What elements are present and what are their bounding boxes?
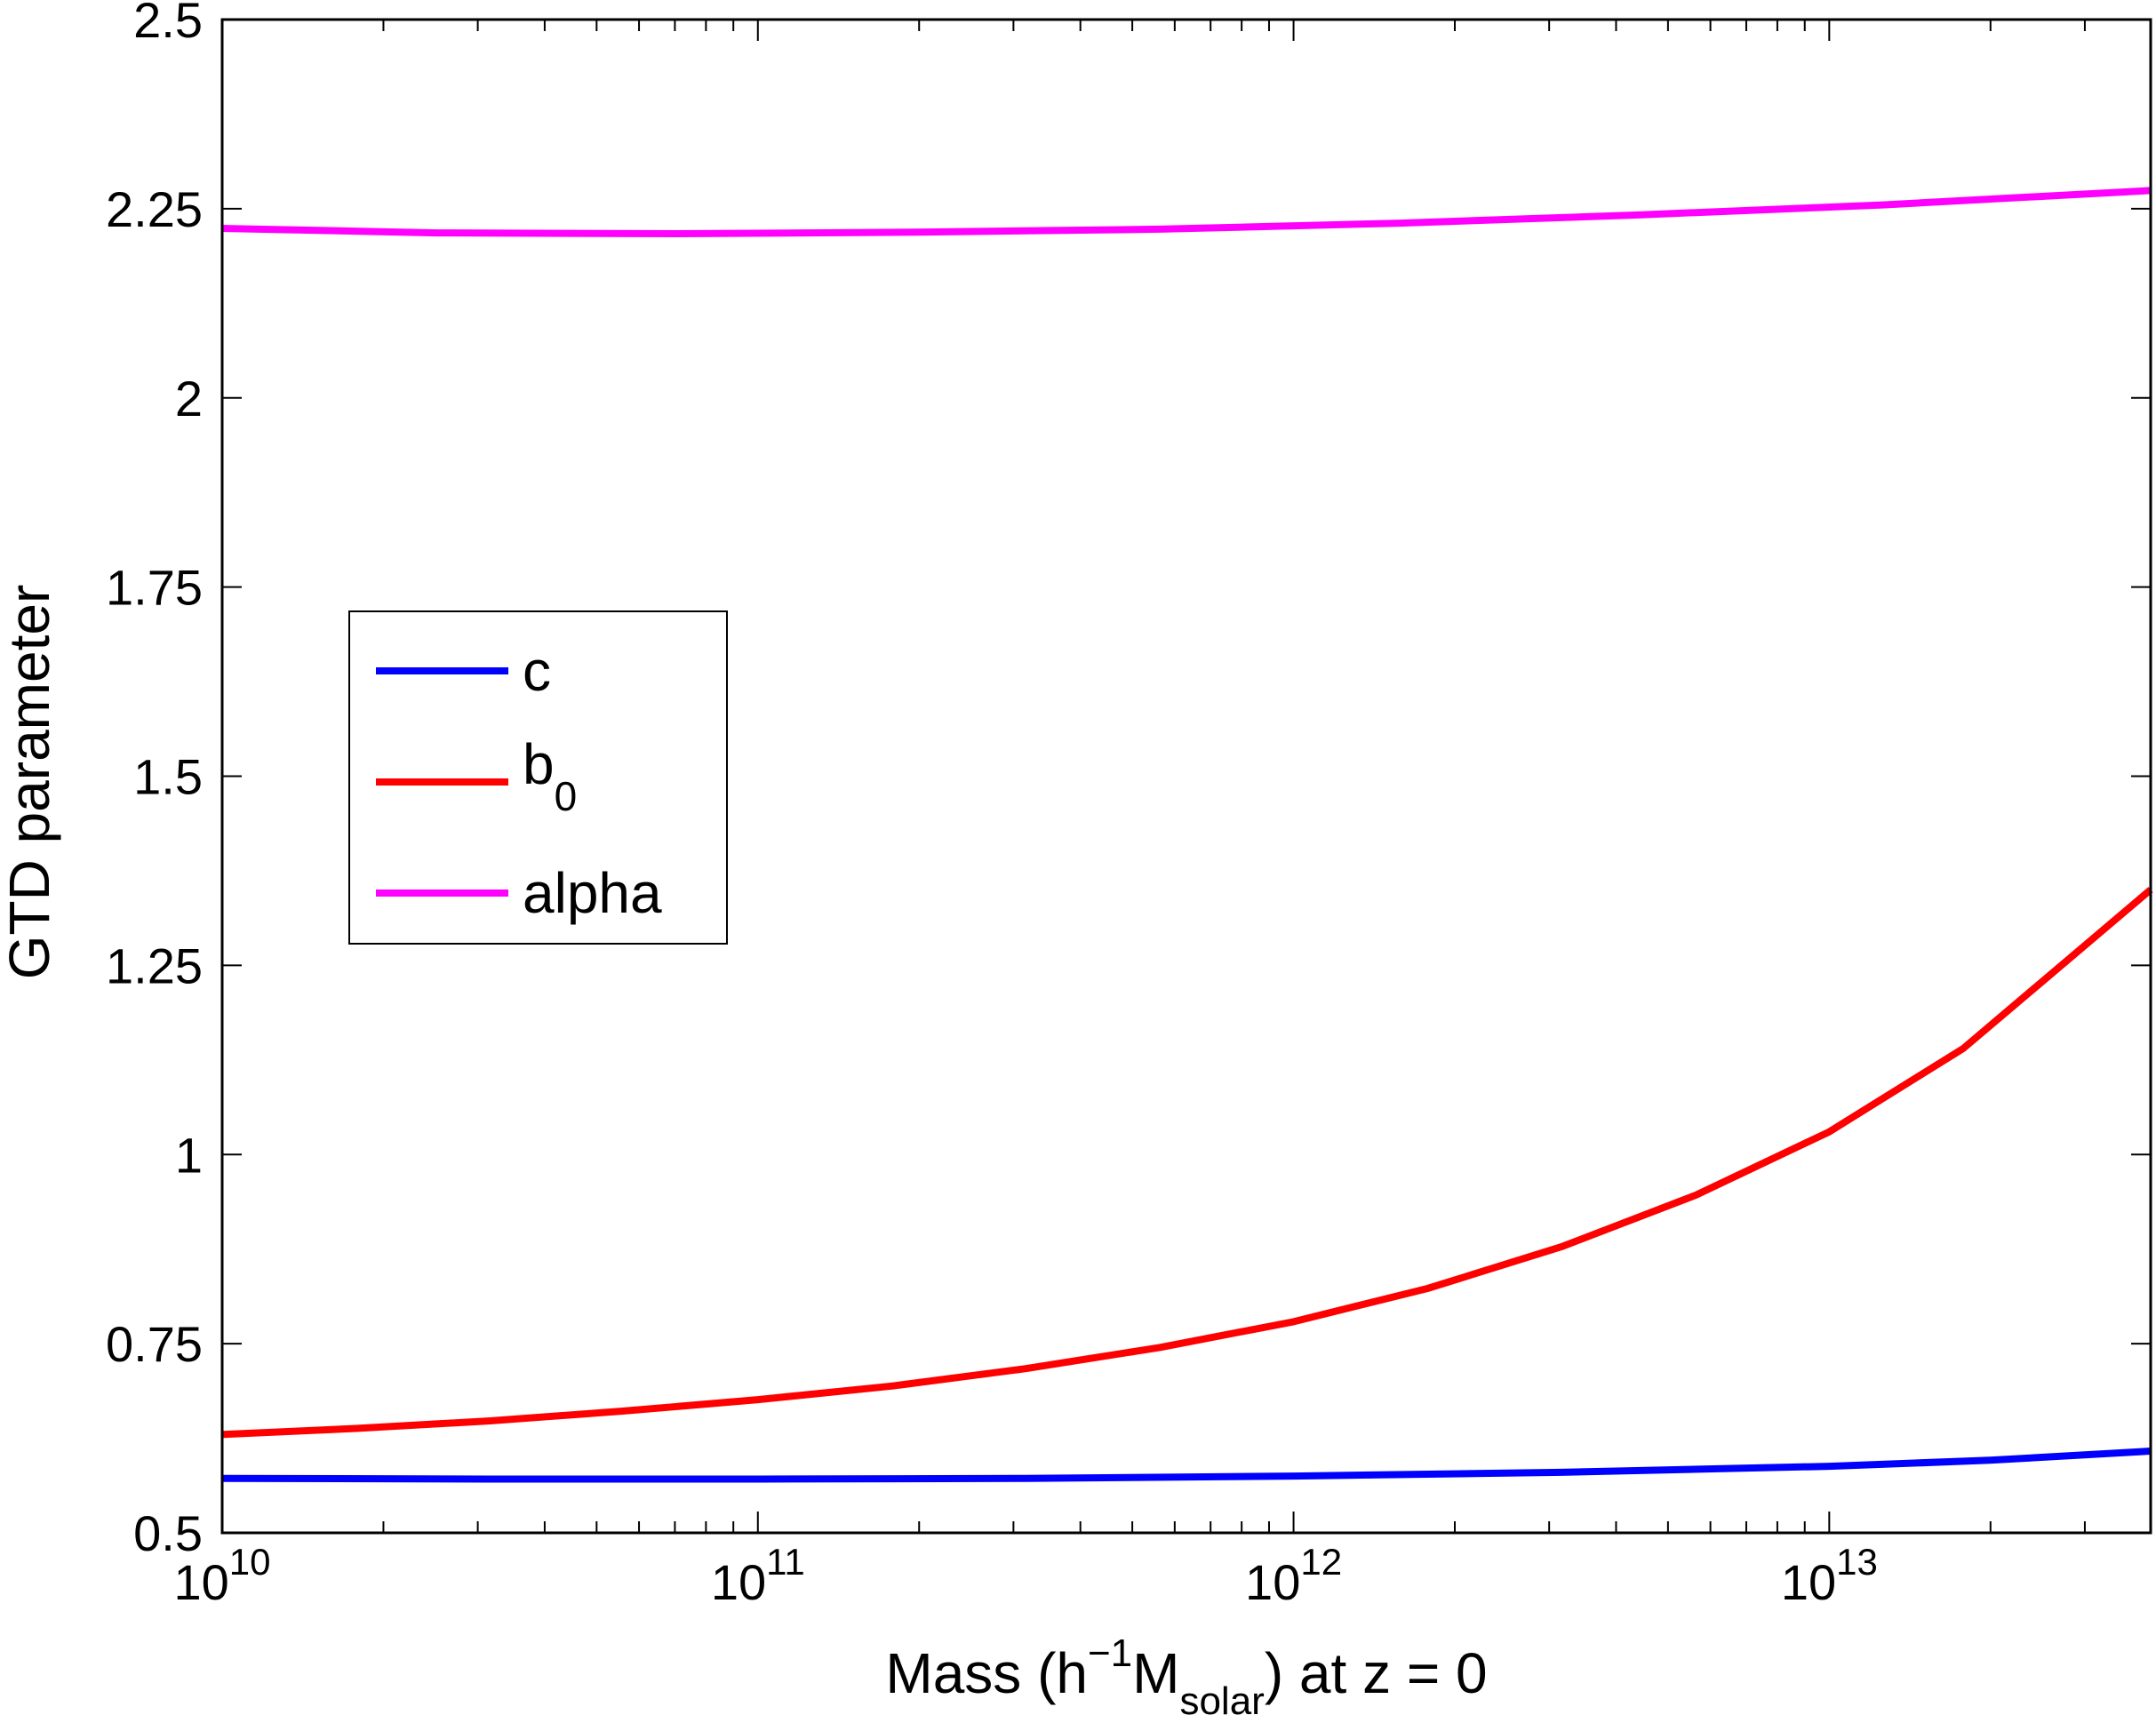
x-tick-label: 1010 bbox=[173, 1541, 270, 1610]
x-axis-title-main: Mass (h bbox=[885, 1641, 1088, 1705]
x-axis-title: Mass (h−1Msolar) at z = 0 bbox=[885, 1631, 1487, 1723]
y-tick-label: 2.5 bbox=[133, 0, 203, 48]
y-tick-label: 2.25 bbox=[106, 181, 203, 237]
legend-entries: c b0 alpha bbox=[376, 639, 662, 925]
series-line-b0 bbox=[221, 887, 2153, 1439]
x-axis-title-mid: M bbox=[1132, 1641, 1179, 1705]
y-tick-label: 1.25 bbox=[106, 937, 203, 993]
x-tick-label: 1011 bbox=[711, 1541, 805, 1610]
x-axis-title-sup: −1 bbox=[1088, 1631, 1132, 1675]
x-tick-label: 1012 bbox=[1245, 1541, 1342, 1610]
legend-label-b0: b0 bbox=[523, 732, 577, 819]
y-tick-label: 1.75 bbox=[106, 560, 203, 616]
plot-frame bbox=[220, 18, 2152, 1535]
legend-box bbox=[348, 610, 728, 945]
series-lines bbox=[221, 187, 2153, 1483]
series-line-c bbox=[221, 1448, 2152, 1483]
y-tick-label: 0.5 bbox=[133, 1505, 203, 1561]
y-tick-label: 1.5 bbox=[133, 749, 203, 805]
legend-label-c: c bbox=[523, 639, 551, 703]
y-tick-labels: 0.5 0.75 1 1.25 1.5 1.75 2 2.25 2.5 bbox=[106, 0, 203, 1561]
y-tick-label: 0.75 bbox=[106, 1316, 203, 1372]
legend: c b0 alpha bbox=[348, 610, 728, 945]
y-axis-title: GTD parameter bbox=[0, 585, 61, 980]
y-tick-label: 2 bbox=[175, 371, 203, 427]
series-line-alpha bbox=[221, 187, 2152, 237]
x-axis-title-sub: solar bbox=[1179, 1679, 1264, 1723]
y-tick-label: 1 bbox=[175, 1127, 203, 1183]
legend-label-alpha: alpha bbox=[523, 861, 662, 925]
x-axis-title-tail: ) at z = 0 bbox=[1265, 1641, 1488, 1705]
x-tick-label: 1013 bbox=[1781, 1541, 1878, 1610]
x-tick-labels: 1010 1011 1012 1013 bbox=[173, 1541, 1877, 1610]
